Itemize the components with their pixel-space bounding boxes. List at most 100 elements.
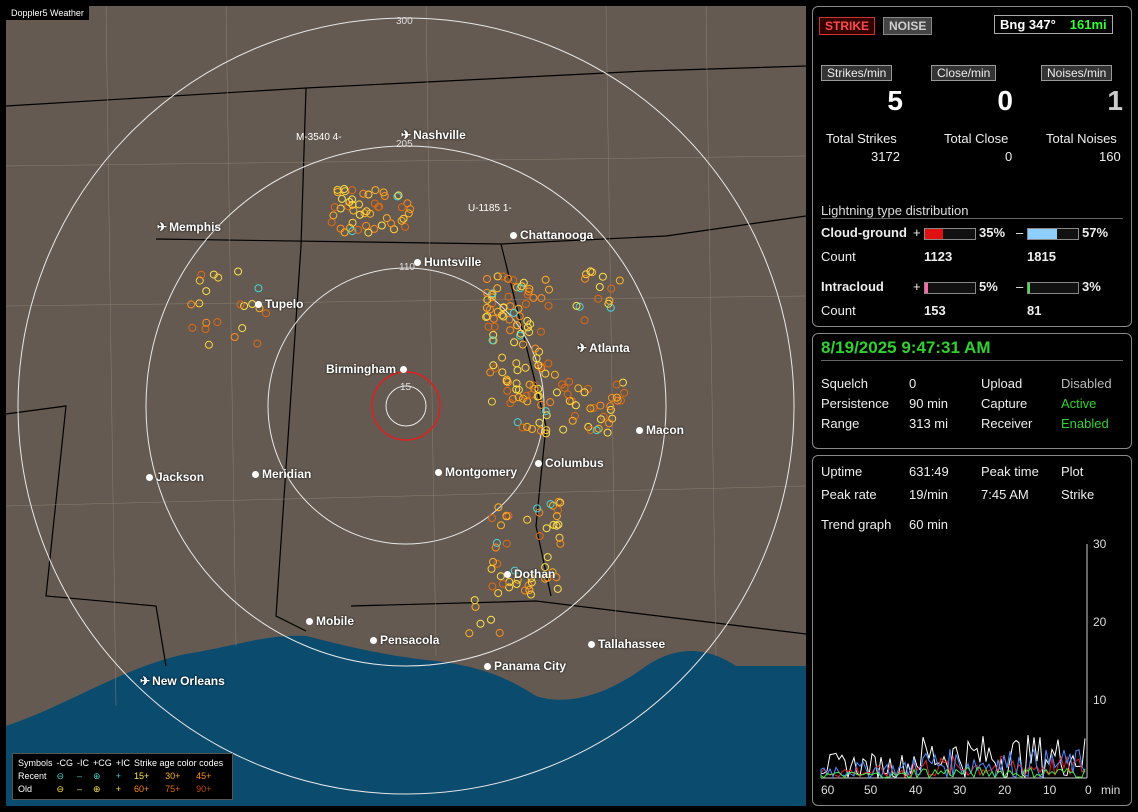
close-per-min-value: 0 xyxy=(997,85,1013,116)
cg-count-label: Count xyxy=(821,249,856,264)
strike-symbol xyxy=(202,318,211,327)
strike-symbol xyxy=(542,426,551,435)
strike-symbol xyxy=(254,284,263,293)
strike-symbol xyxy=(465,629,474,638)
range-label: Range xyxy=(821,416,860,431)
city-dot-icon xyxy=(510,232,517,240)
strike-symbol xyxy=(493,272,502,281)
strike-symbol xyxy=(230,333,239,341)
strike-symbol xyxy=(612,393,621,402)
strike-symbol xyxy=(534,361,543,370)
strike-symbol xyxy=(525,380,534,389)
strike-symbol xyxy=(487,564,496,573)
strike-symbol xyxy=(253,339,262,348)
strike-symbol xyxy=(506,399,515,408)
strike-symbol xyxy=(348,200,357,209)
ring-label: 15 xyxy=(400,382,412,393)
strike-symbol xyxy=(238,324,247,333)
city-montgomery: Montgomery xyxy=(435,465,517,479)
strike-symbol xyxy=(382,214,391,223)
cg-plus-count: 1123 xyxy=(924,249,953,264)
noise-button[interactable]: NOISE xyxy=(883,17,933,35)
strike-symbol xyxy=(344,202,353,211)
strike-symbol xyxy=(594,424,603,433)
strike-symbol xyxy=(354,225,362,234)
bearing-value: Bng 347° xyxy=(1000,17,1056,32)
strike-symbol xyxy=(537,327,545,336)
divider xyxy=(821,360,1123,361)
strike-symbol xyxy=(568,416,577,425)
strike-symbol xyxy=(528,425,537,433)
noises-per-min-value: 1 xyxy=(1107,85,1123,116)
city-dot-icon xyxy=(414,259,421,267)
ring-label: 300 xyxy=(396,16,413,27)
strike-symbol xyxy=(512,321,521,330)
city-huntsville: Huntsville xyxy=(414,255,481,269)
strike-symbol xyxy=(204,340,213,349)
strike-symbol xyxy=(502,375,511,384)
strike-symbol xyxy=(348,227,357,236)
strike-symbol xyxy=(493,559,502,568)
city-memphis: ✈ Memphis xyxy=(157,220,222,234)
squelch-label: Squelch xyxy=(821,376,868,391)
plot-value[interactable]: Strike xyxy=(1061,487,1095,502)
squelch-value: 0 xyxy=(909,376,917,391)
strike-symbol xyxy=(525,586,534,594)
strike-symbol xyxy=(586,404,595,413)
strike-symbol xyxy=(517,282,526,291)
strike-symbol xyxy=(541,275,550,284)
cg-minus-bar xyxy=(1027,228,1079,240)
strike-button[interactable]: STRIKE xyxy=(819,17,876,35)
city-dot-icon xyxy=(535,460,542,468)
noises-per-min-label: Noises/min xyxy=(1041,65,1113,81)
strike-symbol xyxy=(201,325,210,333)
strike-symbol xyxy=(541,369,550,378)
strikes-per-min-value: 5 xyxy=(887,85,903,116)
peak-rate-value: 19/min xyxy=(909,487,949,502)
persistence-label: Persistence xyxy=(821,396,889,411)
strike-symbol xyxy=(470,596,479,605)
ic-minus-sign: – xyxy=(1016,279,1024,294)
strike-symbol xyxy=(586,426,595,434)
strike-symbol xyxy=(379,188,388,197)
strike-symbol xyxy=(542,429,551,438)
strike-symbol xyxy=(262,309,270,318)
lightning-map[interactable]: Doppler5 Weather 300 205 110 15 M-3540 4… xyxy=(6,6,806,806)
strike-symbol xyxy=(550,370,559,379)
strike-symbol xyxy=(495,628,504,637)
strike-symbol xyxy=(565,377,574,386)
symbol-legend: Symbols -CG -IC +CG +IC Strike age color… xyxy=(12,753,234,800)
strike-symbol xyxy=(548,568,557,577)
minus-cg-recent-icon: ⊖ xyxy=(56,771,65,781)
strike-symbol xyxy=(498,353,507,362)
city-dot-icon xyxy=(370,637,377,645)
y-tick-label: 10 xyxy=(1093,693,1107,707)
strike-symbol xyxy=(541,407,550,416)
strike-symbol xyxy=(580,316,589,325)
strike-symbol xyxy=(546,398,555,407)
strike-symbol xyxy=(399,214,408,223)
strike-symbol xyxy=(491,543,500,552)
strike-symbol xyxy=(393,192,402,201)
x-unit-label: min xyxy=(1101,783,1120,797)
strike-symbol xyxy=(543,553,552,562)
airport-icon: ✈ xyxy=(577,341,588,355)
legend-age: 30+ xyxy=(165,771,181,781)
strike-symbol xyxy=(377,221,386,230)
strike-symbol xyxy=(487,290,496,299)
city-dot-icon xyxy=(504,571,511,579)
legend-header: -CG xyxy=(56,758,74,768)
legend-header: +CG xyxy=(93,758,112,768)
city-dot-icon xyxy=(146,474,153,482)
strike-symbol xyxy=(514,304,523,313)
strike-symbol xyxy=(545,285,553,294)
strike-symbol xyxy=(509,276,518,285)
strike-symbol xyxy=(397,216,406,225)
strike-symbol xyxy=(512,359,521,368)
range-rings xyxy=(17,17,795,795)
strike-symbol xyxy=(556,498,565,507)
strike-symbol xyxy=(236,300,245,309)
total-noises-value: 160 xyxy=(1099,149,1121,164)
divider xyxy=(821,218,1123,219)
settings-panel: 8/19/2025 9:47:31 AM Squelch 0 Upload Di… xyxy=(812,333,1132,449)
